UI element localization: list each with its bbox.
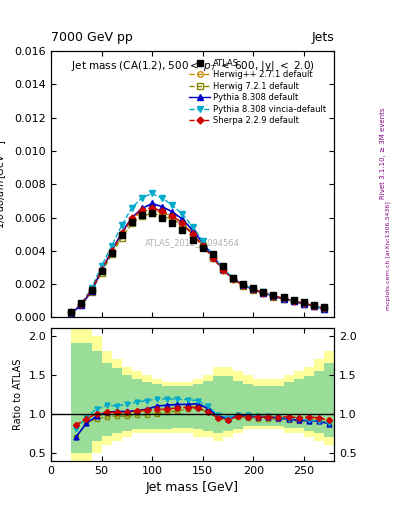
- Legend: ATLAS, Herwig++ 2.7.1 default, Herwig 7.2.1 default, Pythia 8.308 default, Pythi: ATLAS, Herwig++ 2.7.1 default, Herwig 7.…: [186, 55, 330, 129]
- Text: ATLAS_2012_I1094564: ATLAS_2012_I1094564: [145, 239, 240, 247]
- Y-axis label: Ratio to ATLAS: Ratio to ATLAS: [13, 358, 23, 430]
- Y-axis label: $1/\sigma\,d\sigma/dm\,[\mathrm{GeV}^{-1}]$: $1/\sigma\,d\sigma/dm\,[\mathrm{GeV}^{-1…: [0, 139, 9, 229]
- Text: Rivet 3.1.10, ≥ 3M events: Rivet 3.1.10, ≥ 3M events: [380, 108, 386, 199]
- Text: mcplots.cern.ch [arXiv:1306.3436]: mcplots.cern.ch [arXiv:1306.3436]: [386, 202, 391, 310]
- Text: 7000 GeV pp: 7000 GeV pp: [51, 31, 133, 44]
- Text: Jets: Jets: [311, 31, 334, 44]
- X-axis label: Jet mass [GeV]: Jet mass [GeV]: [146, 481, 239, 494]
- Text: Jet mass (CA(1.2), 500$<$ $p_{T}$ $<$ 600, |y| $<$ 2.0): Jet mass (CA(1.2), 500$<$ $p_{T}$ $<$ 60…: [71, 59, 314, 73]
